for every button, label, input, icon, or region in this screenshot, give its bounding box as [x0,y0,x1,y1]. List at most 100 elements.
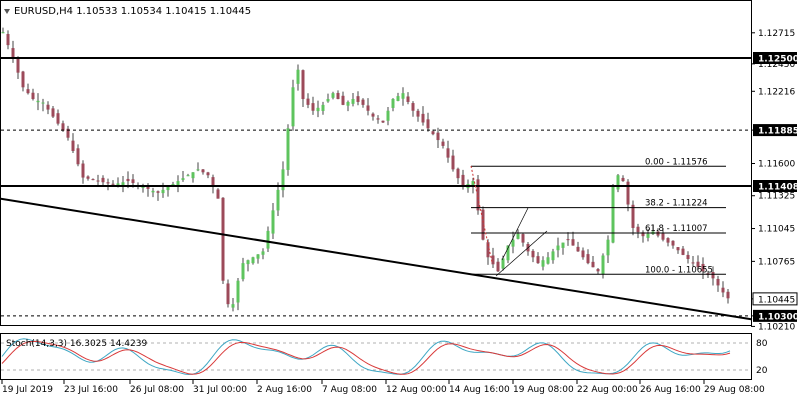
candle-body [126,178,130,182]
candle-body [131,179,135,184]
stoch-tick-20: 20 [756,366,768,376]
candle-body [501,258,505,269]
channel-line-lower[interactable] [495,230,548,277]
candle-group [1,27,730,312]
level-tag-1.10300 [753,309,797,322]
candle-body [281,169,285,191]
candle-body [441,141,445,146]
candle-body [606,239,610,256]
price-tick-label: 1.10765 [758,257,795,267]
time-tick-label: 2 Aug 16:00 [257,385,312,395]
candle-body [461,174,465,187]
candle-body [341,95,345,105]
candle-body [636,226,640,233]
candle-body [176,181,180,187]
indicator-plot-frame [0,333,752,380]
trendline[interactable] [0,197,753,321]
candle-body [291,87,295,127]
levels-group[interactable] [1,57,751,317]
candle-body [51,108,55,117]
candle-body [626,181,630,205]
candle-body [11,48,15,58]
candle-body [371,113,375,117]
time-tick-label: 14 Aug 16:00 [449,385,510,395]
candle-body [361,99,365,105]
price-tick-label: 1.12216 [758,87,795,97]
candle-body [556,245,560,251]
level-tag-text: 1.11885 [758,127,799,137]
candle-body [486,242,490,258]
candle-body [71,140,75,151]
candle-body [31,92,35,100]
candle-body [201,169,205,173]
fib-connector-line[interactable] [470,165,493,263]
candle-body [686,254,690,260]
symbol-header: EURUSD,H4 1.10533 1.10534 1.10415 1.1044… [14,6,251,17]
price-tags: 1.12500 1.11885 1.11408 1.10300 1.10445 [752,52,799,322]
candle-body [296,69,300,84]
candle-body [21,71,25,88]
candle-body [596,269,600,272]
candle-body [1,32,5,34]
fibonacci-group[interactable]: 0.00 - 1.11576 38.2 - 1.11224 61.8 - 1.110… [471,157,726,275]
time-tick-label: 19 Jul 2019 [2,385,53,395]
candle-body [496,261,500,272]
time-tick-label: 29 Aug 08:00 [704,385,765,395]
symbol-dropdown-icon[interactable] [4,9,10,14]
candle-body [266,230,270,249]
candle-body [161,189,165,194]
candle-body [306,98,310,105]
candle-body [6,34,10,46]
candle-body [26,89,30,94]
candle-body [366,105,370,111]
candle-body [411,103,415,111]
price-tick-label: 1.11325 [758,192,795,202]
candle-body [661,233,665,240]
candle-body [576,246,580,252]
level-tag-text: 1.12500 [758,55,799,65]
price-tick-label: 1.11045 [758,225,795,235]
time-tick-label: 22 Aug 00:00 [577,385,638,395]
candle-body [586,254,590,264]
candle-body [571,239,575,246]
candle-body [391,99,395,108]
candle-body [76,148,80,165]
candle-body [581,250,585,258]
candle-body [511,239,515,247]
time-tick-label: 12 Aug 00:00 [386,385,447,395]
candle-body [101,177,105,183]
stoch-signal-line [1,340,731,375]
candle-body [456,168,460,179]
candle-body [231,304,235,308]
stoch-tick-80: 80 [756,339,768,349]
candle-body [656,231,660,236]
candle-body [351,99,355,104]
stoch-label: Stoch(14,3,3) 16.3025 14.4239 [6,339,147,349]
fib-label-0.00: 0.00 - 1.11576 [645,157,708,167]
candle-body [716,278,720,286]
candle-body [471,181,475,187]
candle-body [241,263,245,280]
candle-body [381,120,385,123]
candle-body [481,209,485,240]
candle-body [211,177,215,187]
level-tag-1.11408 [753,180,797,192]
time-axis: 19 Jul 2019 23 Jul 16:00 26 Jul 08:00 31 Ju… [1,380,765,395]
candle-body [41,102,45,104]
time-tick-label: 26 Jul 08:00 [130,385,184,395]
candle-body [516,233,520,239]
candle-body [146,185,150,189]
candle-body [431,131,435,135]
candle-body [271,210,275,234]
time-tick-label: 23 Jul 16:00 [64,385,118,395]
channel-line-upper[interactable] [501,207,529,261]
candle-body [356,96,360,102]
candle-body [611,186,615,243]
candle-body [276,189,280,211]
candle-body [111,183,115,185]
candle-body [416,110,420,117]
candle-body [256,254,260,259]
candle-body [536,256,540,264]
